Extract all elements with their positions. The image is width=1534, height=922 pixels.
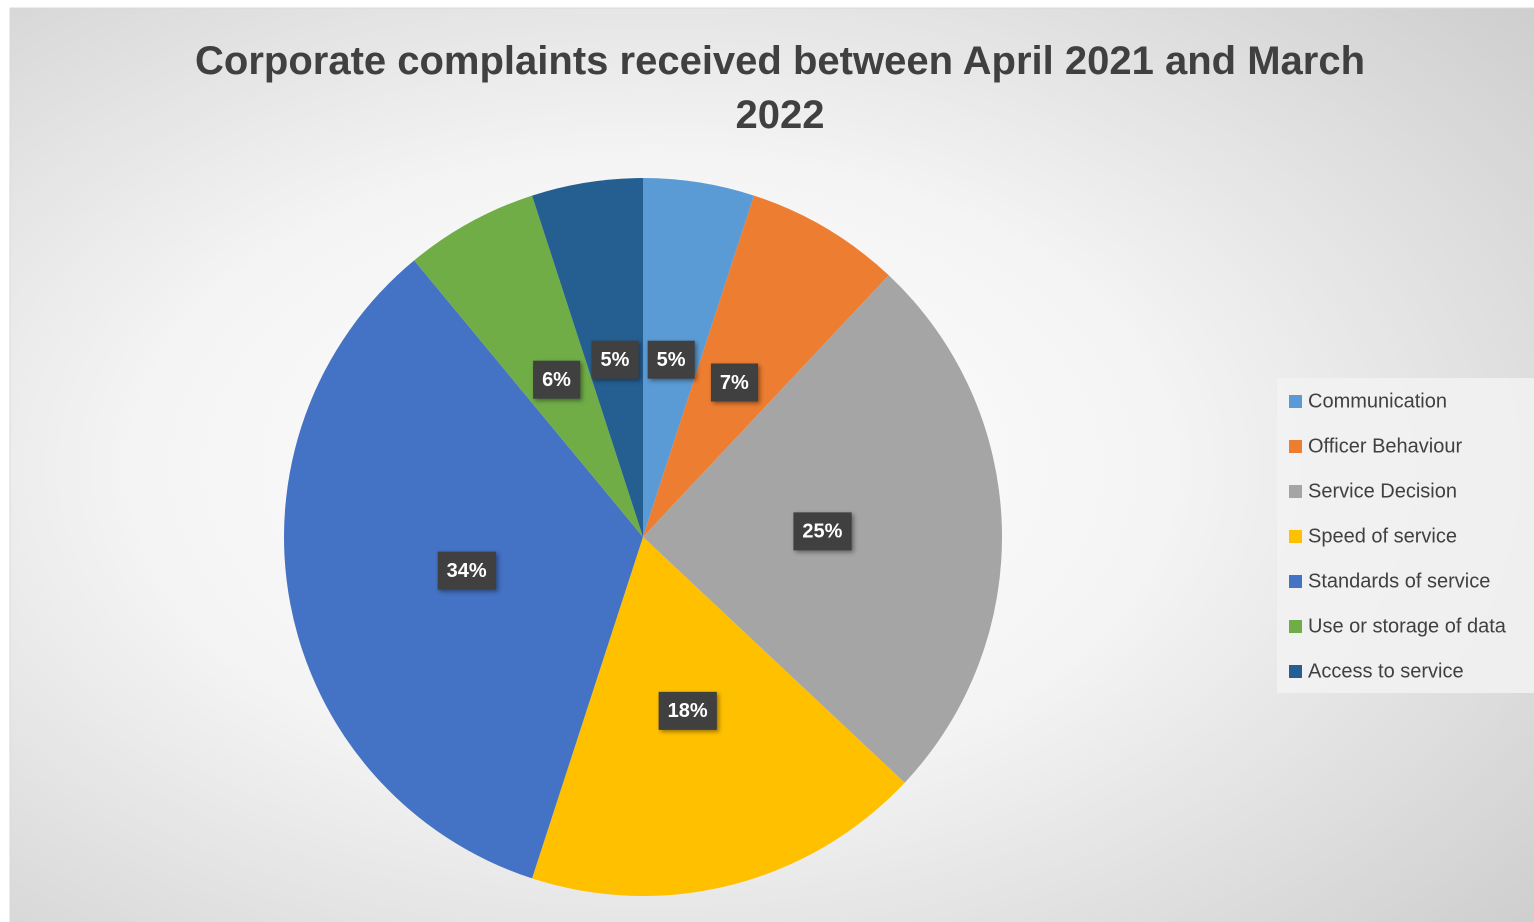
pie-slice [532,178,643,537]
legend-swatch [1289,575,1302,588]
pie-slice [532,537,905,896]
data-label: 34% [437,551,496,590]
chart-title: Corporate complaints received between Ap… [195,39,1365,137]
data-label: 18% [658,691,717,730]
pie-slice [643,195,889,537]
pie-slice [414,195,643,537]
data-label-box [793,512,852,551]
data-label-box [591,340,639,379]
legend-label: Access to service [1308,660,1464,682]
data-label-box [533,360,581,399]
legend-label: Speed of service [1308,525,1457,547]
data-label-box [710,363,759,402]
data-label-text: 5% [657,349,686,371]
data-label-box [437,551,496,590]
legend-swatch [1289,440,1302,453]
pie-slice [643,178,754,537]
legend-label: Service Decision [1308,480,1457,502]
legend-swatch [1289,485,1302,498]
data-label: 6% [533,360,581,399]
data-label: 5% [647,340,695,379]
data-label: 7% [710,363,759,402]
legend-swatch [1289,665,1302,678]
legend-label: Officer Behaviour [1308,435,1462,457]
data-label-text: 34% [447,560,487,582]
data-label-text: 5% [600,349,629,371]
data-label-text: 6% [542,369,571,391]
data-label-text: 25% [802,521,842,543]
data-label-text: 7% [720,372,749,394]
data-label-text: 18% [668,700,708,722]
legend-swatch [1289,620,1302,633]
legend-label: Use or storage of data [1308,615,1507,637]
legend-box [1277,378,1534,693]
legend-label: Communication [1308,390,1447,412]
legend-swatch [1289,395,1302,408]
data-label-box [658,691,717,730]
data-label: 25% [793,512,852,551]
data-label-box [647,340,695,379]
legend-swatch [1289,530,1302,543]
data-label: 5% [591,340,639,379]
legend-label: Standards of service [1308,570,1490,592]
